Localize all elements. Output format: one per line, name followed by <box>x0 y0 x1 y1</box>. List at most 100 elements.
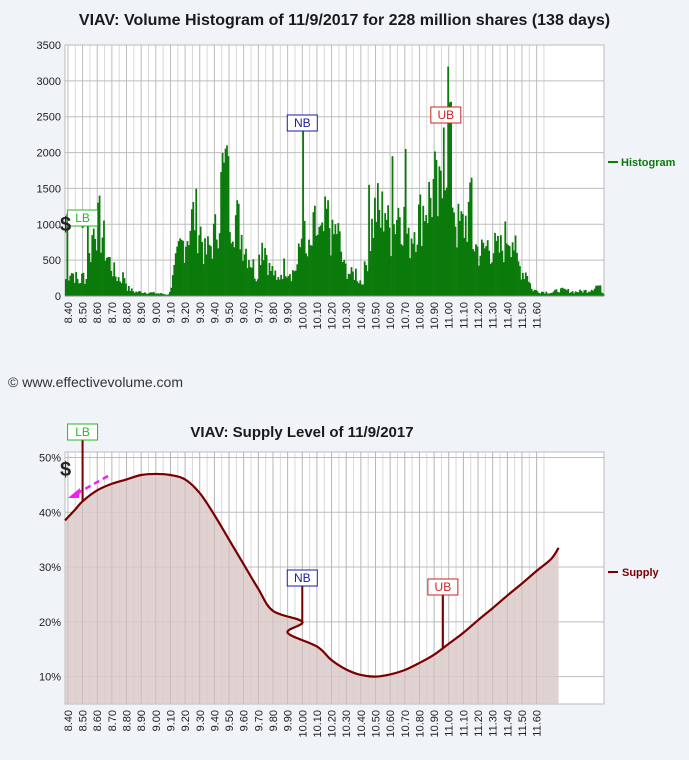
histogram-bar <box>555 289 558 296</box>
histogram-bar <box>126 290 129 296</box>
x-tick-label: 10.10 <box>312 710 324 738</box>
x-tick-label: 11.40 <box>502 710 514 737</box>
histogram-bar <box>189 230 192 296</box>
histogram-bar <box>78 283 80 296</box>
y-tick-label: 30% <box>39 562 61 574</box>
x-tick-label: 10.60 <box>385 710 397 738</box>
histogram-bar <box>252 259 255 296</box>
histogram-bar <box>113 262 116 296</box>
histogram-bar <box>454 226 457 296</box>
histogram-bar <box>171 275 174 296</box>
histogram-bar <box>595 285 597 296</box>
histogram-bar <box>529 283 532 296</box>
histogram-bar <box>419 194 422 296</box>
histogram-bar <box>483 248 486 296</box>
x-tick-label: 9.90 <box>283 710 295 731</box>
histogram-bar <box>552 291 555 296</box>
histogram-bar <box>196 253 199 296</box>
x-tick-label: 9.00 <box>151 710 163 731</box>
histogram-bar <box>328 228 331 296</box>
histogram-bar <box>293 271 296 296</box>
histogram-bar <box>308 239 310 296</box>
marker-lb-box <box>67 209 99 227</box>
histogram-bar <box>466 241 469 296</box>
x-tick-label: 9.60 <box>239 302 251 323</box>
histogram-bar <box>519 266 521 296</box>
histogram-bar <box>488 250 491 296</box>
histogram-bar <box>442 127 445 296</box>
x-tick-label: 10.00 <box>297 302 309 330</box>
histogram-bar <box>255 281 258 296</box>
histogram-bar <box>107 256 110 296</box>
histogram-bar <box>321 222 324 296</box>
histogram-bar <box>344 263 347 296</box>
histogram-bar <box>176 246 179 296</box>
histogram-bar <box>353 279 356 296</box>
histogram-bar <box>390 256 392 296</box>
histogram-bar <box>592 290 595 296</box>
histogram-bar <box>536 291 539 296</box>
histogram-bar <box>122 272 124 296</box>
histogram-bar <box>546 293 549 296</box>
x-tick-label: 8.40 <box>63 710 75 731</box>
histogram-bar <box>272 275 275 296</box>
histogram-bar <box>517 261 520 296</box>
histogram-bar <box>75 272 78 296</box>
histogram-bar <box>593 288 596 296</box>
histogram-bar <box>166 294 168 296</box>
supply-line <box>64 472 560 678</box>
x-tick-label: 11.60 <box>532 710 544 737</box>
x-tick-label: 11.30 <box>488 302 500 329</box>
histogram-bar <box>292 270 294 296</box>
x-tick-label: 11.30 <box>488 710 500 737</box>
histogram-bar <box>265 254 268 296</box>
histogram-bar <box>554 289 556 296</box>
histogram-bar <box>185 246 187 296</box>
histogram-bar <box>277 276 280 296</box>
histogram-bar <box>296 264 299 296</box>
histogram-bar <box>409 258 411 296</box>
histogram-bar <box>237 203 240 296</box>
histogram-bar <box>376 183 379 296</box>
histogram-bar <box>123 278 126 296</box>
x-tick-label: 8.90 <box>136 710 148 731</box>
histogram-bar <box>97 202 99 296</box>
histogram-bar <box>444 190 447 296</box>
histogram-bar <box>280 274 283 296</box>
x-tick-label: 11.20 <box>473 302 485 329</box>
histogram-bar <box>393 224 395 296</box>
histogram-bar <box>426 223 429 296</box>
histogram-bar <box>410 238 413 296</box>
histogram-bar <box>309 245 312 296</box>
histogram-bar <box>362 284 365 296</box>
histogram-bar <box>297 243 300 296</box>
marker-nb-label: NB <box>294 116 311 130</box>
histogram-bar <box>211 258 214 296</box>
histogram-bar <box>404 148 407 296</box>
histogram-bar <box>182 240 184 296</box>
histogram-bar <box>589 291 592 296</box>
histogram-bar <box>180 239 183 296</box>
histogram-bar <box>204 238 206 296</box>
histogram-bar <box>186 241 189 296</box>
marker-ub-label: UB <box>437 108 454 122</box>
histogram-bar <box>532 291 534 296</box>
histogram-bar <box>365 264 368 296</box>
histogram-bar <box>306 256 309 296</box>
histogram-bar <box>212 223 215 296</box>
histogram-bar <box>475 244 477 296</box>
histogram-bar <box>573 293 576 296</box>
x-tick-label: 9.90 <box>283 302 295 323</box>
histogram-bar <box>363 261 366 296</box>
histogram-bar <box>290 280 293 296</box>
x-tick-label: 10.90 <box>429 302 441 330</box>
histogram-bar <box>70 273 73 296</box>
histogram-bar <box>401 245 404 296</box>
y-tick-label: 1000 <box>37 219 61 231</box>
x-tick-label: 9.00 <box>151 302 163 323</box>
histogram-bar <box>355 268 357 296</box>
histogram-bar <box>239 249 242 296</box>
x-tick-label: 8.80 <box>122 710 134 731</box>
histogram-bar <box>464 215 467 296</box>
histogram-bar <box>91 235 94 296</box>
